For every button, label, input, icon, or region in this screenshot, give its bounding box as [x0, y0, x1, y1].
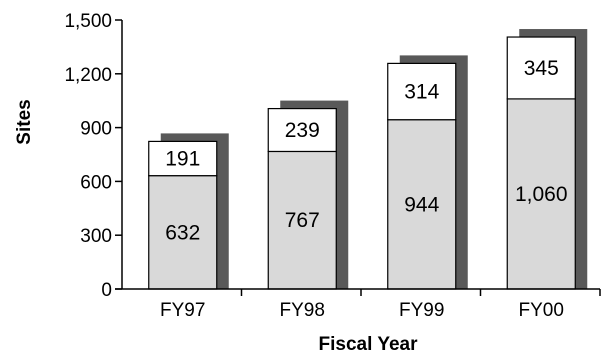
data-label: 191 [165, 148, 200, 171]
bar-segment [267, 107, 337, 153]
bar-segment [148, 175, 218, 290]
x-tick-label: FY98 [280, 300, 325, 321]
y-tick-label: 0 [101, 280, 112, 301]
bar-segment [506, 36, 576, 100]
bar-segment [506, 98, 576, 290]
data-labels: 632 191 767 239 944 314 1,060 345 [165, 57, 567, 244]
x-tick-label: FY97 [160, 300, 205, 321]
bar-segments [148, 36, 576, 290]
data-label: 314 [404, 81, 439, 104]
y-axis-title: Sites [14, 99, 35, 144]
x-tick-label: FY99 [399, 300, 444, 321]
axes: FY97 FY98 FY99 FY00 0 300 600 900 1,200 1,500 [64, 11, 601, 321]
data-label: 944 [404, 193, 439, 216]
y-tick-label: 1,500 [64, 11, 112, 32]
bar-segment [148, 140, 218, 177]
data-label: 767 [285, 209, 320, 232]
y-tick-label: 1,200 [64, 65, 112, 86]
y-tick-label: 600 [80, 172, 112, 193]
x-tick-label: FY00 [519, 300, 564, 321]
data-label: 239 [285, 119, 320, 142]
y-tick-label: 300 [80, 226, 112, 247]
y-tick-label: 900 [80, 119, 112, 140]
data-label: 632 [165, 221, 200, 244]
data-label: 1,060 [515, 183, 568, 206]
bar-segment [387, 62, 457, 121]
x-axis-title: Fiscal Year [319, 334, 419, 355]
data-label: 345 [524, 57, 559, 80]
